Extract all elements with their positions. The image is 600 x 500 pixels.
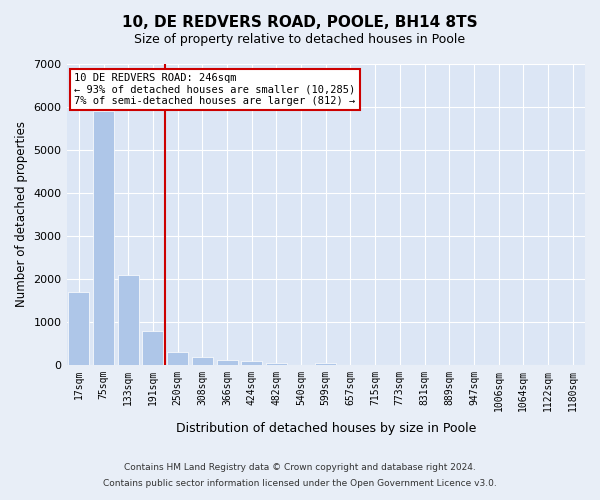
Text: 10 DE REDVERS ROAD: 246sqm
← 93% of detached houses are smaller (10,285)
7% of s: 10 DE REDVERS ROAD: 246sqm ← 93% of deta… [74,73,356,106]
Bar [93,112,114,365]
Bar [68,292,89,365]
Bar [217,360,238,365]
Text: Contains public sector information licensed under the Open Government Licence v3: Contains public sector information licen… [103,478,497,488]
Y-axis label: Number of detached properties: Number of detached properties [15,122,28,308]
Bar [315,363,336,365]
Text: Contains HM Land Registry data © Crown copyright and database right 2024.: Contains HM Land Registry data © Crown c… [124,464,476,472]
Bar [142,330,163,365]
Bar [167,352,188,365]
Text: 10, DE REDVERS ROAD, POOLE, BH14 8TS: 10, DE REDVERS ROAD, POOLE, BH14 8TS [122,15,478,30]
Bar [241,362,262,365]
X-axis label: Distribution of detached houses by size in Poole: Distribution of detached houses by size … [176,422,476,435]
Bar [118,274,139,365]
Bar [266,363,287,365]
Bar [192,356,213,365]
Text: Size of property relative to detached houses in Poole: Size of property relative to detached ho… [134,32,466,46]
